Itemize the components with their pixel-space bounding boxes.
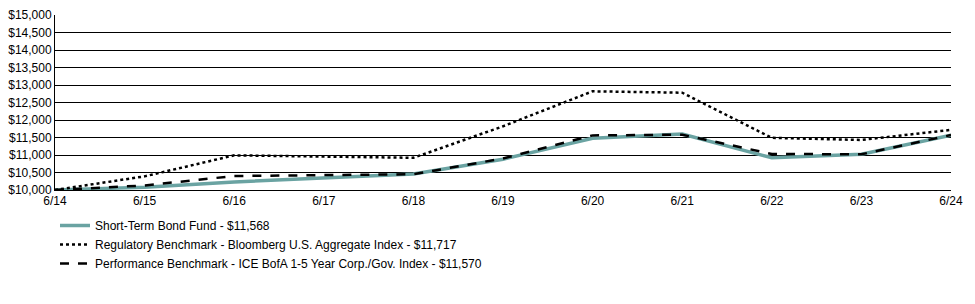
svg-text:$13,000: $13,000 [8, 78, 52, 92]
svg-text:6/20: 6/20 [581, 194, 605, 208]
svg-text:$12,000: $12,000 [8, 113, 52, 127]
svg-text:$11,500: $11,500 [9, 131, 52, 145]
svg-text:$11,000: $11,000 [9, 148, 52, 162]
svg-text:6/14: 6/14 [43, 194, 67, 208]
svg-text:6/21: 6/21 [671, 194, 695, 208]
svg-text:6/24: 6/24 [939, 194, 963, 208]
svg-text:Regulatory Benchmark - Bloombe: Regulatory Benchmark - Bloomberg U.S. Ag… [95, 238, 457, 252]
svg-text:6/16: 6/16 [223, 194, 247, 208]
svg-text:6/15: 6/15 [133, 194, 157, 208]
svg-text:$15,000: $15,000 [8, 8, 52, 22]
svg-text:6/17: 6/17 [312, 194, 336, 208]
svg-text:6/22: 6/22 [760, 194, 784, 208]
svg-text:Short-Term Bond Fund - $11,568: Short-Term Bond Fund - $11,568 [95, 219, 270, 233]
svg-text:Performance Benchmark - ICE Bo: Performance Benchmark - ICE BofA 1-5 Yea… [95, 257, 482, 271]
svg-text:$10,500: $10,500 [8, 166, 52, 180]
svg-text:$13,500: $13,500 [8, 61, 52, 75]
svg-text:$10,000: $10,000 [8, 183, 52, 197]
svg-text:$14,000: $14,000 [8, 43, 52, 57]
svg-text:6/23: 6/23 [850, 194, 874, 208]
svg-text:$12,500: $12,500 [8, 96, 52, 110]
svg-text:$14,500: $14,500 [8, 26, 52, 40]
svg-text:6/18: 6/18 [402, 194, 426, 208]
svg-text:6/19: 6/19 [491, 194, 515, 208]
